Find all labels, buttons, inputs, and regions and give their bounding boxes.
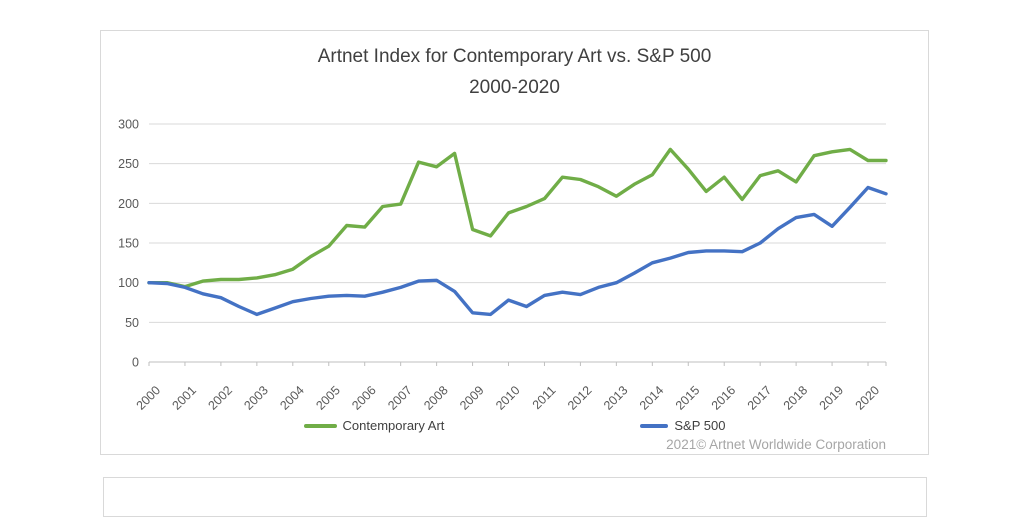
legend-swatch-contemporary-art <box>303 423 337 428</box>
x-axis-label: 2018 <box>781 383 811 413</box>
x-axis-label: 2005 <box>313 383 343 413</box>
x-axis-label: 2004 <box>277 383 307 413</box>
y-axis-tick-label: 100 <box>118 276 139 290</box>
chart-title: Artnet Index for Contemporary Art vs. S&… <box>101 41 928 103</box>
legend-item-sp500: S&P 500 <box>640 418 725 433</box>
legend-swatch-sp500 <box>640 423 669 428</box>
x-axis-label: 2001 <box>170 383 200 413</box>
x-axis-label: 2019 <box>817 383 847 413</box>
x-axis-label: 2014 <box>637 383 667 413</box>
x-axis-label: 2000 <box>134 383 164 413</box>
x-axis-label: 2010 <box>493 383 523 413</box>
legend-item-contemporary-art: Contemporary Art <box>303 418 445 433</box>
x-axis-label: 2003 <box>241 383 271 413</box>
x-axis-label: 2016 <box>709 383 739 413</box>
y-axis-tick-label: 200 <box>118 197 139 211</box>
x-axis-label: 2020 <box>853 383 883 413</box>
x-axis-label: 2006 <box>349 383 379 413</box>
y-axis-tick-label: 300 <box>118 118 139 132</box>
x-axis-label: 2017 <box>745 383 775 413</box>
x-axis-label: 2013 <box>601 383 631 413</box>
x-axis-label: 2009 <box>457 383 487 413</box>
chart-title-line2: 2000-2020 <box>469 77 560 98</box>
series-line-contemporary-art <box>147 147 888 289</box>
x-axis-label: 2008 <box>421 383 451 413</box>
x-axis-label: 2011 <box>530 383 559 412</box>
x-axis-label: 2007 <box>385 383 415 413</box>
x-axis-label: 2015 <box>673 383 703 413</box>
copyright-text: 2021© Artnet Worldwide Corporation <box>666 437 886 452</box>
second-chart-top-edge <box>103 477 927 517</box>
y-axis-tick-label: 0 <box>132 356 139 370</box>
series-line-s-p-500 <box>147 185 888 317</box>
y-axis-tick-label: 150 <box>118 237 139 251</box>
y-axis-tick-label: 250 <box>118 157 139 171</box>
chart-title-line1: Artnet Index for Contemporary Art vs. S&… <box>317 46 712 67</box>
legend-label-sp500: S&P 500 <box>674 418 726 433</box>
x-axis-label: 2012 <box>565 383 595 413</box>
y-axis-tick-label: 50 <box>125 316 139 330</box>
chart-legend: Contemporary Art S&P 500 <box>101 418 928 433</box>
legend-label-contemporary-art: Contemporary Art <box>342 418 445 433</box>
chart-container: Artnet Index for Contemporary Art vs. S&… <box>100 30 929 455</box>
x-axis-label: 2002 <box>205 383 235 413</box>
